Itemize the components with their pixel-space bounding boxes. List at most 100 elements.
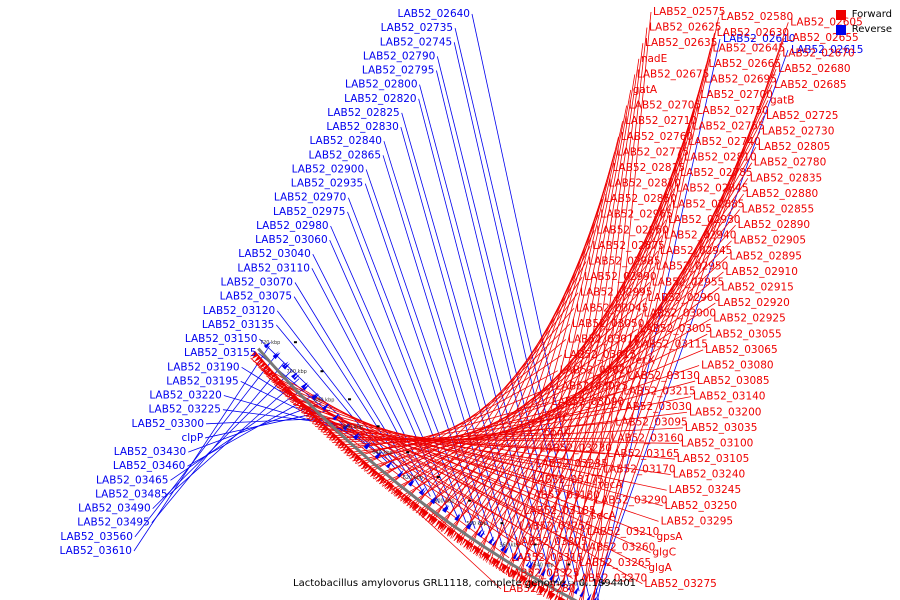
forward-gene-label: LAB52_02875 xyxy=(592,240,665,252)
forward-gene xyxy=(251,352,259,360)
forward-gene-label: LAB52_02880 xyxy=(746,188,819,200)
reverse-gene-label: LAB52_02840 xyxy=(309,135,382,147)
forward-gene-label: LAB52_03090 xyxy=(552,396,625,408)
forward-leader-line xyxy=(492,162,753,567)
reverse-gene-label: LAB52_03465 xyxy=(96,474,169,486)
forward-leader-line xyxy=(403,308,575,504)
forward-gene-label: LAB52_02915 xyxy=(721,282,794,294)
forward-gene xyxy=(520,575,527,584)
forward-leader-line xyxy=(418,282,651,516)
forward-gene xyxy=(483,552,490,561)
forward-gene-label: LAB52_03245 xyxy=(669,484,742,496)
forward-leader-line xyxy=(476,188,675,557)
forward-gene-label: LAB52_02945 xyxy=(660,245,733,257)
forward-gene-label: LAB52_03240 xyxy=(673,469,746,481)
reverse-gene xyxy=(342,422,350,430)
forward-gene xyxy=(370,469,378,477)
tick-mark xyxy=(436,476,440,479)
forward-gene xyxy=(510,569,517,578)
forward-gene xyxy=(406,498,413,506)
forward-gene-label: LAB52_02705 xyxy=(629,100,702,112)
forward-leader-line xyxy=(428,266,655,523)
forward-gene-label: LAB52_03230 xyxy=(539,443,612,455)
forward-gene-label: LAB52_03100 xyxy=(681,437,754,449)
reverse-leader-line xyxy=(259,338,388,463)
forward-gene-label: LAB52_02695 xyxy=(704,74,777,86)
forward-gene-label: LAB52_03325 xyxy=(507,567,580,579)
tick-label: 580 kbp xyxy=(466,521,486,527)
reverse-leader-line xyxy=(134,354,278,538)
tick-label: 660 kbp xyxy=(343,424,363,430)
forward-gene-label: LAB52_03265 xyxy=(579,557,652,569)
forward-gene xyxy=(279,383,286,390)
forward-gene xyxy=(430,516,437,524)
forward-gene-label: LAB52_02755 xyxy=(692,120,765,132)
reverse-leader-line xyxy=(330,225,458,517)
forward-gene-label: LAB52_02815 xyxy=(612,162,685,174)
reverse-gene xyxy=(418,487,426,495)
reverse-gene xyxy=(567,582,573,591)
reverse-gene xyxy=(503,546,510,554)
forward-gene xyxy=(502,564,509,573)
forward-leader-line xyxy=(450,230,595,539)
forward-gene xyxy=(456,534,463,543)
forward-gene-label: LAB52_02665 xyxy=(708,58,781,70)
forward-gene-label: gatA xyxy=(633,84,658,96)
forward-gene xyxy=(444,526,451,535)
reverse-gene-label: LAB52_02825 xyxy=(327,107,400,119)
forward-gene xyxy=(393,487,400,496)
forward-gene xyxy=(548,591,554,600)
forward-gene-label: LAB52_03050 xyxy=(572,318,645,330)
reverse-gene xyxy=(466,522,473,530)
reverse-gene-label: LAB52_03220 xyxy=(149,390,222,402)
forward-gene xyxy=(363,463,371,471)
forward-gene xyxy=(515,573,521,581)
forward-gene xyxy=(500,563,507,572)
reverse-gene-label: LAB52_03190 xyxy=(167,361,240,373)
forward-leader-line xyxy=(447,235,663,537)
tick-mark xyxy=(468,499,472,502)
forward-gene xyxy=(273,376,281,384)
forward-gene-label: LAB52_02850 xyxy=(604,193,677,205)
forward-leader-line xyxy=(463,209,740,548)
forward-gene xyxy=(475,547,482,556)
reverse-gene-label: LAB52_03225 xyxy=(148,404,221,416)
reverse-leader-line xyxy=(453,42,580,592)
forward-gene xyxy=(357,458,364,466)
forward-gene-label: LAB52_02925 xyxy=(713,313,786,325)
forward-gene xyxy=(352,454,360,462)
forward-gene xyxy=(285,390,293,397)
reverse-gene-label: LAB52_02830 xyxy=(326,121,399,133)
forward-swatch xyxy=(835,9,846,20)
forward-gene-label: LAB52_03015 xyxy=(564,349,637,361)
forward-gene-label: LAB52_03085 xyxy=(697,375,770,387)
forward-gene xyxy=(390,486,397,494)
reverse-gene-label: LAB52_03110 xyxy=(237,262,310,274)
forward-leader-line xyxy=(472,193,745,555)
reverse-gene xyxy=(397,470,404,478)
forward-leader-line xyxy=(569,48,711,600)
forward-gene xyxy=(420,509,428,517)
forward-gene xyxy=(461,538,467,546)
forward-gene-label: LAB52_02965 xyxy=(600,209,673,221)
reverse-gene xyxy=(540,568,547,577)
forward-gene xyxy=(348,450,355,458)
reverse-gene-label: LAB52_03150 xyxy=(185,333,258,345)
forward-gene xyxy=(518,574,524,583)
forward-gene xyxy=(339,442,347,450)
forward-leader-line xyxy=(519,121,624,584)
forward-leader-line xyxy=(309,420,671,476)
forward-gene-label: LAB52_02885 xyxy=(672,198,745,210)
forward-gene-label: LAB52_03105 xyxy=(677,453,750,465)
reverse-gene-label: clpP xyxy=(181,432,203,444)
reverse-leader-line xyxy=(592,49,789,600)
forward-gene-label: LAB52_02930 xyxy=(668,214,741,226)
forward-gene-label: LAB52_03275 xyxy=(644,578,717,590)
forward-leader-line xyxy=(459,214,599,546)
forward-leader-line xyxy=(437,250,659,530)
forward-gene-label: recX xyxy=(631,354,655,366)
forward-gene xyxy=(344,446,352,454)
forward-gene-label: LAB52_02750 xyxy=(696,105,769,117)
reverse-gene xyxy=(272,351,280,358)
tick-mark xyxy=(500,522,504,525)
